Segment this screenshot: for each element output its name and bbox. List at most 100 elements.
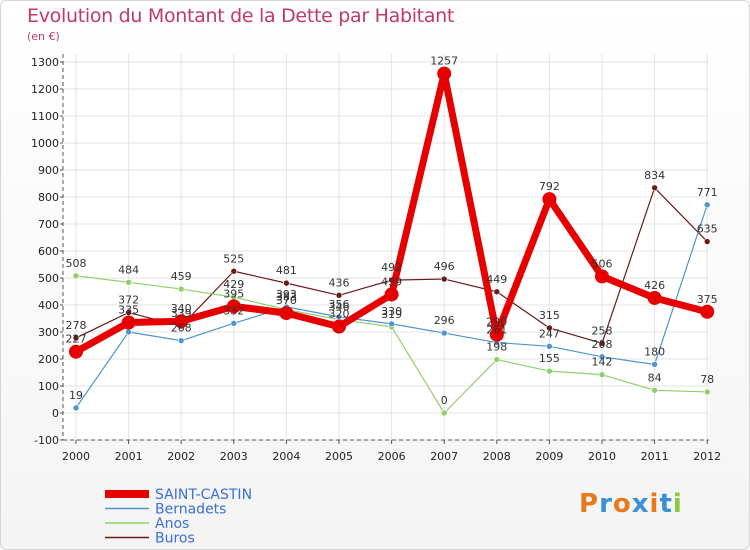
data-label-saint-castin: 335	[118, 304, 139, 317]
data-label-buros: 481	[276, 264, 297, 277]
series-point-anos	[703, 388, 711, 396]
logo-letter: o	[612, 489, 632, 519]
y-tick-label: 900	[38, 164, 59, 177]
series-point-buros	[335, 291, 343, 299]
series-point-saint-castin	[647, 290, 662, 305]
data-label-anos: 508	[66, 257, 87, 270]
chart-subtitle: (en €)	[27, 30, 60, 43]
logo-letter: i	[649, 489, 660, 519]
series-point-buros	[72, 334, 80, 342]
data-label-bernadets: 180	[644, 345, 665, 358]
y-tick-label: 1200	[31, 83, 59, 96]
x-tick-label: 2009	[535, 450, 563, 463]
y-tick-label: 500	[38, 272, 59, 285]
series-point-saint-castin	[226, 299, 241, 314]
legend-label-bernadets: Bernadets	[155, 502, 226, 518]
series-point-bernadets	[598, 353, 606, 361]
data-label-bernadets: 393	[276, 288, 297, 301]
data-label-anos: 0	[441, 394, 448, 407]
legend-label-buros: Buros	[155, 531, 195, 547]
series-point-anos	[493, 356, 501, 363]
data-label-anos: 383	[276, 291, 297, 304]
data-label-bernadets: 268	[171, 322, 192, 335]
series-point-buros	[230, 267, 238, 275]
y-tick-label: 400	[38, 299, 59, 312]
y-tick-label: 600	[38, 245, 59, 258]
series-point-bernadets	[177, 337, 185, 344]
series-point-saint-castin	[69, 344, 83, 359]
data-label-saint-castin: 426	[644, 279, 665, 292]
x-tick-label: 2007	[430, 450, 458, 463]
legend-label-anos: Anos	[155, 516, 189, 532]
data-label-saint-castin: 320	[329, 308, 350, 321]
data-label-bernadets: 19	[69, 389, 83, 402]
series-point-bernadets	[440, 329, 448, 337]
data-label-bernadets: 330	[381, 305, 402, 318]
legend-label-saint-castin: SAINT-CASTIN	[155, 487, 252, 503]
series-point-anos	[125, 279, 132, 286]
y-tick-label: 300	[38, 326, 59, 339]
data-label-buros: 258	[592, 324, 613, 337]
data-label-anos: 484	[118, 263, 139, 276]
y-tick-label: 700	[38, 218, 59, 231]
data-label-buros: 449	[486, 273, 507, 286]
x-tick-label: 2001	[115, 450, 143, 463]
x-tick-label: 2005	[325, 450, 353, 463]
series-point-saint-castin	[121, 315, 136, 330]
series-point-bernadets	[230, 320, 238, 327]
data-label-anos: 319	[381, 308, 402, 321]
data-label-anos: 78	[700, 373, 714, 386]
x-tick-label: 2011	[641, 450, 669, 463]
series-point-saint-castin	[332, 319, 346, 334]
series-point-bernadets	[72, 404, 80, 412]
chart-title: Evolution du Montant de la Dette par Hab…	[27, 5, 455, 27]
y-tick-label: 100	[38, 380, 59, 393]
y-tick-label: -100	[34, 434, 59, 447]
data-label-saint-castin: 340	[171, 302, 192, 315]
series-point-bernadets	[125, 328, 132, 336]
data-label-bernadets: 247	[539, 327, 560, 340]
y-tick-label: 800	[38, 191, 59, 204]
data-label-bernadets: 771	[697, 186, 718, 199]
data-label-saint-castin: 370	[276, 294, 297, 307]
series-point-saint-castin	[542, 192, 557, 207]
data-label-buros: 339	[171, 307, 192, 320]
data-label-bernadets: 332	[223, 304, 244, 317]
y-tick-label: 1300	[31, 56, 59, 69]
data-label-buros: 525	[223, 252, 244, 265]
y-tick-label: 200	[38, 353, 59, 366]
series-point-anos	[177, 285, 185, 293]
series-point-buros	[651, 184, 658, 192]
data-label-anos: 459	[171, 270, 192, 283]
data-label-bernadets: 356	[329, 298, 350, 311]
data-label-saint-castin: 227	[66, 333, 87, 346]
data-label-anos: 84	[648, 371, 662, 384]
logo-letter: P	[579, 489, 600, 519]
data-label-bernadets: 261	[486, 324, 507, 337]
data-label-buros: 315	[539, 309, 560, 322]
data-label-anos: 142	[592, 356, 613, 369]
data-label-saint-castin: 395	[223, 287, 244, 300]
logo-letter: i	[672, 489, 683, 519]
data-label-anos: 198	[486, 341, 507, 354]
logo-letter: x	[631, 489, 650, 519]
x-tick-label: 2003	[220, 450, 248, 463]
series-point-saint-castin	[489, 327, 504, 342]
series-point-anos	[546, 367, 553, 375]
x-tick-label: 2006	[378, 450, 406, 463]
series-point-saint-castin	[437, 66, 452, 81]
y-tick-label: 0	[52, 407, 59, 420]
data-label-saint-castin: 506	[592, 257, 613, 270]
data-label-bernadets: 208	[592, 338, 613, 351]
data-label-anos: 346	[329, 301, 350, 314]
x-tick-label: 2000	[62, 450, 90, 463]
data-label-saint-castin: 439	[381, 275, 402, 288]
data-label-buros: 496	[434, 260, 455, 273]
data-label-anos: 155	[539, 352, 560, 365]
series-point-anos	[651, 387, 658, 394]
data-label-buros: 834	[644, 169, 665, 182]
data-label-saint-castin: 1257	[430, 55, 458, 68]
logo-letter: t	[659, 489, 673, 519]
